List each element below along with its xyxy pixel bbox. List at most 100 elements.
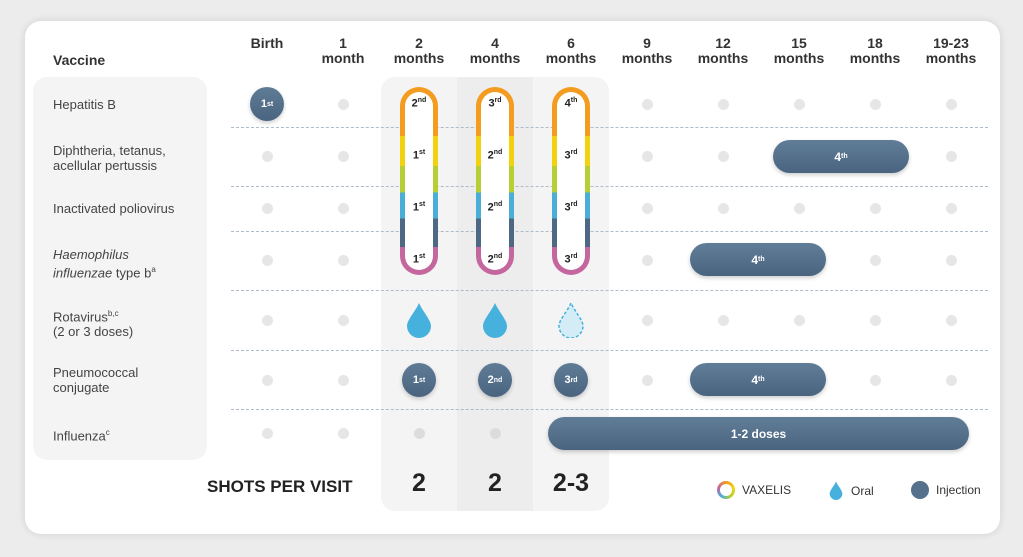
vaccine-name-rotavirus: Rotavirusb,c (2 or 3 doses) — [53, 309, 134, 340]
age-header-12-months: 12 months — [697, 35, 749, 66]
empty-dose-dot — [414, 428, 425, 439]
vaccine-name-panel — [33, 77, 207, 460]
vaccine-name-hepatitis-b: Hepatitis B — [53, 97, 116, 112]
empty-dose-dot — [870, 315, 881, 326]
vaccine-name-ipv: Inactivated poliovirus — [53, 201, 175, 216]
empty-dose-dot — [262, 315, 273, 326]
row-divider — [231, 290, 988, 291]
empty-dose-dot — [870, 375, 881, 386]
empty-dose-dot — [490, 428, 501, 439]
age-header-2-months: 2 months — [393, 35, 445, 66]
influenza-dose-range: 1-2 doses — [548, 417, 969, 450]
empty-dose-dot — [870, 99, 881, 110]
empty-dose-dot — [946, 315, 957, 326]
age-header-19-23-months: 19-23 months — [925, 35, 977, 66]
empty-dose-dot — [718, 315, 729, 326]
empty-dose-dot — [870, 203, 881, 214]
empty-dose-dot — [870, 255, 881, 266]
shots-2-months: 2 — [412, 469, 426, 497]
vaxelis-ring-icon — [717, 481, 735, 499]
empty-dose-dot — [338, 203, 349, 214]
optional-oral-drop-icon — [558, 302, 584, 338]
shots-per-visit-label: SHOTS PER VISIT — [207, 477, 353, 496]
vaxelis-dose-label: 1st — [412, 149, 426, 162]
age-header-birth: Birth — [250, 35, 284, 51]
vaccine-name-dtap: Diphtheria, tetanus, acellular pertussis — [53, 143, 166, 173]
empty-dose-dot — [642, 315, 653, 326]
vaxelis-dose-label: 4th — [564, 97, 578, 110]
legend-vaxelis: VAXELIS — [717, 481, 791, 499]
shots-4-months: 2 — [488, 469, 502, 497]
age-header-1-month: 1 month — [321, 35, 365, 66]
age-header-9-months: 9 months — [621, 35, 673, 66]
row-divider — [231, 127, 988, 128]
vaccine-column-header: Vaccine — [53, 52, 106, 68]
vaxelis-dose-label: 2nd — [411, 97, 427, 110]
injection-circle-icon — [911, 481, 929, 499]
oral-drop-icon — [407, 303, 431, 338]
shots-6-months: 2-3 — [552, 469, 590, 497]
vaxelis-bar-2-months — [400, 87, 438, 275]
vaxelis-dose-label: 3rd — [564, 201, 578, 214]
vaxelis-dose-label: 3rd — [488, 97, 502, 110]
empty-dose-dot — [338, 315, 349, 326]
age-header-4-months: 4 months — [469, 35, 521, 66]
empty-dose-dot — [718, 99, 729, 110]
empty-dose-dot — [794, 99, 805, 110]
empty-dose-dot — [642, 375, 653, 386]
vaxelis-dose-label: 1st — [412, 201, 426, 214]
empty-dose-dot — [338, 255, 349, 266]
empty-dose-dot — [262, 255, 273, 266]
oral-drop-icon — [483, 303, 507, 338]
row-divider — [231, 186, 988, 187]
vaxelis-dose-label: 2nd — [487, 253, 503, 266]
age-header-15-months: 15 months — [773, 35, 825, 66]
age-header-18-months: 18 months — [849, 35, 901, 66]
empty-dose-dot — [642, 255, 653, 266]
vaxelis-dose-label: 2nd — [487, 149, 503, 162]
legend-injection: Injection — [911, 481, 981, 499]
empty-dose-dot — [338, 428, 349, 439]
empty-dose-dot — [642, 203, 653, 214]
age-header-6-months: 6 months — [545, 35, 597, 66]
empty-dose-dot — [946, 255, 957, 266]
legend-oral: Oral — [829, 481, 874, 500]
empty-dose-dot — [946, 151, 957, 162]
row-divider — [231, 231, 988, 232]
empty-dose-dot — [946, 375, 957, 386]
vaxelis-dose-label: 3rd — [564, 253, 578, 266]
empty-dose-dot — [794, 315, 805, 326]
empty-dose-dot — [642, 99, 653, 110]
vaxelis-dose-label: 1st — [412, 253, 426, 266]
row-divider — [231, 409, 988, 410]
vaccine-name-influenza: Influenzac — [53, 428, 110, 444]
empty-dose-dot — [262, 428, 273, 439]
vaxelis-dose-label: 2nd — [487, 201, 503, 214]
empty-dose-dot — [946, 99, 957, 110]
row-divider — [231, 350, 988, 351]
empty-dose-dot — [946, 203, 957, 214]
vaxelis-dose-label: 3rd — [564, 149, 578, 162]
empty-dose-dot — [338, 375, 349, 386]
vaxelis-bar-6-months — [552, 87, 590, 275]
oral-drop-icon — [829, 481, 843, 500]
empty-dose-dot — [794, 203, 805, 214]
empty-dose-dot — [262, 203, 273, 214]
empty-dose-dot — [262, 151, 273, 162]
vaccine-name-hib: Haemophilus influenzae type ba — [53, 247, 156, 281]
empty-dose-dot — [338, 99, 349, 110]
empty-dose-dot — [718, 151, 729, 162]
vaxelis-bar-4-months — [476, 87, 514, 275]
vaccine-name-pcv: Pneumococcal conjugate — [53, 365, 139, 395]
empty-dose-dot — [262, 375, 273, 386]
empty-dose-dot — [718, 203, 729, 214]
empty-dose-dot — [338, 151, 349, 162]
empty-dose-dot — [642, 151, 653, 162]
